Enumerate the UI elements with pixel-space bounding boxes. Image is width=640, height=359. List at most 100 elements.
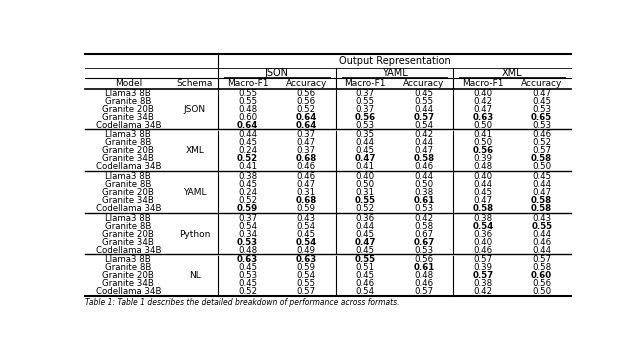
Text: Table 1: Table 1 describes the detailed breakdown of performance across formats.: Table 1: Table 1 describes the detailed …	[85, 298, 399, 307]
Text: 0.53: 0.53	[532, 121, 551, 130]
Text: 0.57: 0.57	[413, 113, 435, 122]
Text: Llama3 8B: Llama3 8B	[106, 214, 151, 223]
Text: Granite 20B: Granite 20B	[102, 230, 154, 239]
Text: Codellama 34B: Codellama 34B	[95, 246, 161, 255]
Text: 0.45: 0.45	[356, 146, 374, 155]
Text: Macro-F1: Macro-F1	[462, 79, 504, 88]
Text: Python: Python	[179, 230, 211, 239]
Text: 0.24: 0.24	[238, 146, 257, 155]
Text: 0.42: 0.42	[415, 214, 433, 223]
Text: 0.55: 0.55	[238, 89, 257, 98]
Text: 0.47: 0.47	[532, 188, 551, 197]
Text: 0.37: 0.37	[238, 214, 257, 223]
Text: Accuracy: Accuracy	[521, 79, 563, 88]
Text: 0.57: 0.57	[415, 288, 433, 297]
Text: 0.59: 0.59	[237, 204, 258, 213]
Text: Granite 34B: Granite 34B	[102, 196, 154, 205]
Text: 0.31: 0.31	[297, 188, 316, 197]
Text: 0.50: 0.50	[473, 121, 492, 130]
Text: 0.45: 0.45	[297, 230, 316, 239]
Text: 0.51: 0.51	[356, 263, 374, 272]
Text: Llama3 8B: Llama3 8B	[106, 255, 151, 264]
Text: 0.42: 0.42	[415, 130, 433, 139]
Text: Macro-F1: Macro-F1	[344, 79, 386, 88]
Text: 0.44: 0.44	[532, 180, 551, 189]
Text: 0.55: 0.55	[355, 255, 376, 264]
Text: 0.63: 0.63	[472, 113, 493, 122]
Text: 0.67: 0.67	[413, 238, 435, 247]
Text: 0.55: 0.55	[297, 279, 316, 288]
Text: 0.50: 0.50	[532, 288, 551, 297]
Text: Granite 8B: Granite 8B	[105, 263, 152, 272]
Text: Accuracy: Accuracy	[403, 79, 445, 88]
Text: 0.64: 0.64	[296, 113, 317, 122]
Text: 0.53: 0.53	[237, 238, 258, 247]
Text: 0.45: 0.45	[356, 271, 374, 280]
Text: 0.50: 0.50	[532, 162, 551, 171]
Text: NL: NL	[189, 271, 201, 280]
Text: 0.56: 0.56	[297, 89, 316, 98]
Text: 0.54: 0.54	[296, 238, 317, 247]
Text: 0.50: 0.50	[473, 138, 492, 147]
Text: Granite 34B: Granite 34B	[102, 238, 154, 247]
Text: 0.57: 0.57	[473, 255, 492, 264]
Text: 0.54: 0.54	[356, 288, 374, 297]
Text: 0.46: 0.46	[356, 279, 374, 288]
Text: 0.60: 0.60	[531, 271, 552, 280]
Text: 0.53: 0.53	[238, 271, 257, 280]
Text: 0.46: 0.46	[473, 246, 492, 255]
Text: 0.47: 0.47	[297, 138, 316, 147]
Text: 0.56: 0.56	[355, 113, 376, 122]
Text: 0.63: 0.63	[296, 255, 317, 264]
Text: 0.53: 0.53	[532, 104, 551, 113]
Text: 0.55: 0.55	[531, 222, 552, 230]
Text: 0.48: 0.48	[238, 246, 257, 255]
Text: Granite 8B: Granite 8B	[105, 180, 152, 189]
Text: 0.54: 0.54	[238, 222, 257, 230]
Text: Codellama 34B: Codellama 34B	[95, 288, 161, 297]
Text: 0.45: 0.45	[356, 230, 374, 239]
Text: 0.45: 0.45	[532, 172, 551, 181]
Text: 0.53: 0.53	[415, 246, 433, 255]
Text: Granite 20B: Granite 20B	[102, 271, 154, 280]
Text: 0.59: 0.59	[297, 204, 316, 213]
Text: 0.61: 0.61	[413, 196, 435, 205]
Text: XML: XML	[186, 146, 204, 155]
Text: 0.38: 0.38	[473, 279, 492, 288]
Text: 0.45: 0.45	[238, 279, 257, 288]
Text: 0.44: 0.44	[356, 138, 374, 147]
Text: 0.56: 0.56	[297, 97, 316, 106]
Text: 0.52: 0.52	[297, 104, 316, 113]
Text: Llama3 8B: Llama3 8B	[106, 130, 151, 139]
Text: 0.47: 0.47	[532, 89, 551, 98]
Text: 0.45: 0.45	[356, 246, 374, 255]
Text: 0.37: 0.37	[356, 89, 374, 98]
Text: 0.24: 0.24	[238, 188, 257, 197]
Text: 0.44: 0.44	[532, 230, 551, 239]
Text: 0.34: 0.34	[238, 230, 257, 239]
Text: 0.61: 0.61	[413, 263, 435, 272]
Text: 0.57: 0.57	[297, 288, 316, 297]
Text: 0.41: 0.41	[356, 162, 374, 171]
Text: 0.53: 0.53	[356, 121, 374, 130]
Text: 0.48: 0.48	[238, 104, 257, 113]
Text: Granite 8B: Granite 8B	[105, 222, 152, 230]
Text: 0.41: 0.41	[238, 162, 257, 171]
Text: 0.40: 0.40	[473, 172, 492, 181]
Text: 0.42: 0.42	[473, 97, 492, 106]
Text: 0.65: 0.65	[531, 113, 552, 122]
Text: 0.55: 0.55	[415, 97, 433, 106]
Text: 0.44: 0.44	[532, 246, 551, 255]
Text: 0.68: 0.68	[296, 154, 317, 163]
Text: 0.47: 0.47	[297, 180, 316, 189]
Text: YAML: YAML	[381, 68, 408, 78]
Text: 0.36: 0.36	[356, 214, 374, 223]
Text: 0.55: 0.55	[355, 196, 376, 205]
Text: 0.56: 0.56	[532, 279, 551, 288]
Text: 0.39: 0.39	[474, 263, 492, 272]
Text: 0.68: 0.68	[296, 196, 317, 205]
Text: 0.58: 0.58	[472, 204, 493, 213]
Text: Granite 20B: Granite 20B	[102, 104, 154, 113]
Text: 0.45: 0.45	[532, 97, 551, 106]
Text: 0.38: 0.38	[473, 214, 492, 223]
